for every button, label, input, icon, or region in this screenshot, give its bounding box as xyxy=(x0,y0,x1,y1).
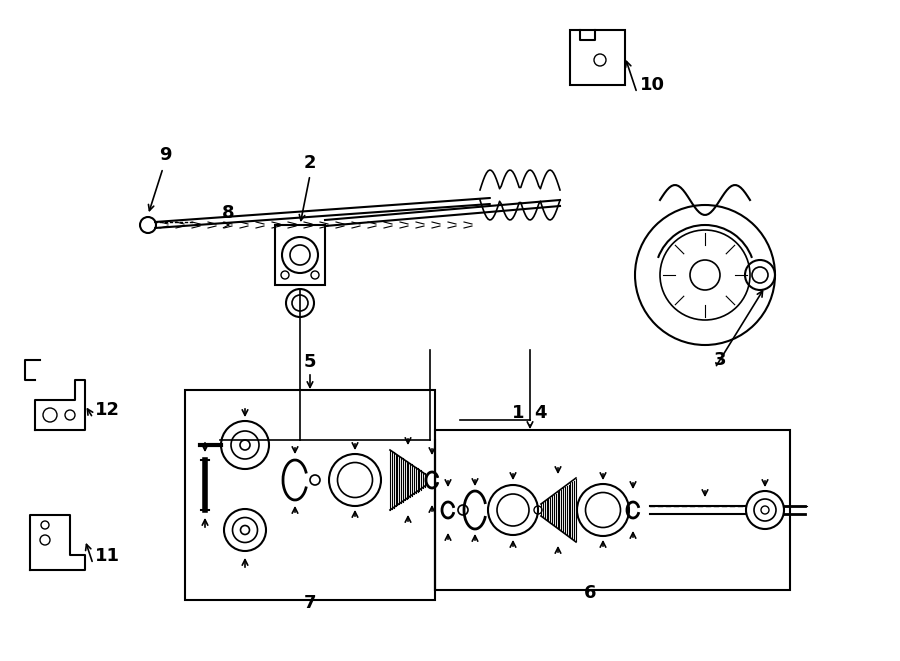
Text: 5: 5 xyxy=(304,353,316,371)
Text: 6: 6 xyxy=(584,584,596,602)
Bar xyxy=(275,225,325,285)
Text: 4: 4 xyxy=(534,404,546,422)
Text: 8: 8 xyxy=(221,204,234,222)
Text: 11: 11 xyxy=(95,547,120,565)
Text: 2: 2 xyxy=(304,154,316,172)
Text: 3: 3 xyxy=(714,351,726,369)
Bar xyxy=(570,30,625,85)
Bar xyxy=(185,390,435,600)
Text: 9: 9 xyxy=(158,146,171,164)
Text: 1: 1 xyxy=(512,404,524,422)
Text: 10: 10 xyxy=(640,76,665,94)
Text: 12: 12 xyxy=(95,401,120,419)
Bar xyxy=(435,430,790,590)
Text: 7: 7 xyxy=(304,594,316,612)
